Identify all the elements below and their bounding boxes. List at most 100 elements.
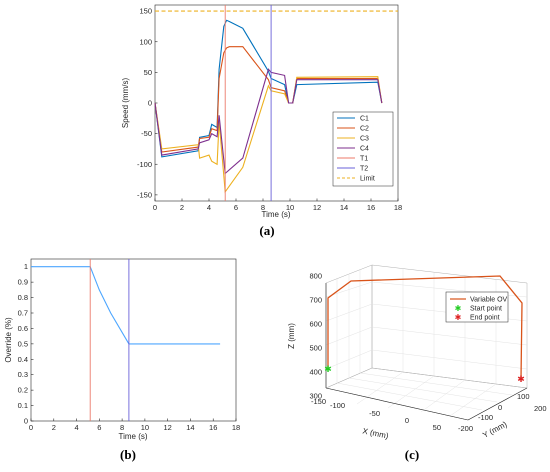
x-tick-label: 12 <box>313 203 321 212</box>
y-tick-label: -150 <box>137 190 152 199</box>
y-tick-label: 1 <box>24 262 28 271</box>
override-xlabel: Time (s) <box>118 432 147 441</box>
y-tick-label: 0.9 <box>18 278 28 287</box>
x-tick-label: 2 <box>52 423 56 432</box>
x-tick-label: 10 <box>286 203 294 212</box>
legend-entry-c4: C4 <box>360 146 369 153</box>
legend-entry-c1: C1 <box>360 116 369 123</box>
z-tick-label: 700 <box>309 296 322 305</box>
x-axis-line <box>325 387 469 421</box>
x-tick-label: -50 <box>369 409 380 418</box>
override-ticks: 0 2 4 6 8 10 12 14 16 18 1 0.9 0.8 0.7 0.6 0.5 0.4 0.3 0.2… <box>18 262 241 432</box>
x-tick-label: 2 <box>180 203 184 212</box>
y-tick-label: 0.4 <box>18 355 28 364</box>
x-tick-label: 8 <box>261 203 265 212</box>
y-tick-label: -100 <box>137 160 152 169</box>
x-tick-label: 10 <box>141 423 149 432</box>
x-tick-label: 14 <box>186 423 194 432</box>
speed-ylabel: Speed (mm/s) <box>121 78 130 129</box>
y-tick-label: 0 <box>498 403 502 412</box>
speed-series <box>154 5 398 201</box>
y-tick-label: -200 <box>458 424 473 433</box>
y-tick-label: 150 <box>139 7 152 16</box>
legend-entry-c2: C2 <box>360 126 369 133</box>
x-axis-label: X (mm) <box>362 426 390 440</box>
override-ylabel: Override (%) <box>4 317 13 363</box>
legend-entry-limit: Limit <box>360 176 375 183</box>
override-series <box>31 259 221 421</box>
z-axis-label: Z (mm) <box>287 323 296 349</box>
x-tick-label: 6 <box>97 423 101 432</box>
floor <box>325 367 528 421</box>
legend-entry-t2: T2 <box>360 166 368 173</box>
z-tick-label: 500 <box>309 344 322 353</box>
start-point-marker: ✱ <box>324 364 332 374</box>
trajectory-ticks: 300 400 500 600 700 800 -150 -100 -50 0 50 -200 -100… <box>309 272 546 434</box>
x-tick-label: 16 <box>367 203 375 212</box>
y-tick-label: -100 <box>478 413 493 422</box>
x-tick-label: 16 <box>209 423 217 432</box>
variable-ov-path <box>327 275 523 380</box>
y-tick-label: -50 <box>141 129 152 138</box>
y-tick-label: 100 <box>517 392 530 401</box>
speed-legend-box <box>332 111 394 187</box>
y-tick-label: 0.3 <box>18 370 28 379</box>
x-tick-label: 50 <box>433 423 441 432</box>
trajectory-3d-chart: 300 400 500 600 700 800 -150 -100 -50 0 50 -200 -100… <box>287 264 547 441</box>
trajectory-legend: Variable OV ✱ Start point ✱ End point <box>445 291 509 323</box>
legend-entry: End point <box>470 315 500 322</box>
y-axis-line <box>467 387 528 421</box>
y-tick-label: 0 <box>148 99 152 108</box>
y-tick-label: 0.6 <box>18 324 28 333</box>
x-tick-label: 0 <box>405 416 409 425</box>
speed-ticks: 0 2 4 6 8 10 12 14 16 18 150 100 50 0 -50 -100 -150 <box>137 7 402 212</box>
x-tick-label: 0 <box>29 423 33 432</box>
y-tick-label: 50 <box>144 68 152 77</box>
x-tick-label: -100 <box>330 401 345 410</box>
y-axis-label: Y (mm) <box>481 420 509 440</box>
x-tick-label: -150 <box>311 397 326 406</box>
x-tick-label: 8 <box>120 423 124 432</box>
override-plot-area <box>30 258 237 422</box>
z-tick-label: 600 <box>309 320 322 329</box>
x-tick-label: 18 <box>232 423 240 432</box>
y-tick-label: 100 <box>139 37 152 46</box>
caption-c: (c) <box>405 447 419 462</box>
x-tick-label: 6 <box>234 203 238 212</box>
series-c4 <box>154 68 383 175</box>
z-tick-label: 300 <box>309 392 322 401</box>
series-line-0 <box>31 266 221 345</box>
speed-chart: 0 2 4 6 8 10 12 14 16 18 150 100 50 0 -50 -100 -150 Time… <box>121 4 402 219</box>
y-tick-label: 0.1 <box>18 401 28 410</box>
legend-entry-c3: C3 <box>360 136 369 143</box>
y-tick-label: 0 <box>24 417 28 426</box>
z-tick-label: 400 <box>309 368 322 377</box>
y-tick-label: 200 <box>534 404 547 413</box>
x-tick-label: 12 <box>163 423 171 432</box>
caption-a: (a) <box>259 223 274 238</box>
x-tick-label: 18 <box>394 203 402 212</box>
y-tick-label: 0.7 <box>18 309 28 318</box>
z-tick-label: 800 <box>309 272 322 281</box>
x-tick-label: 0 <box>153 203 157 212</box>
legend-marker: ✱ <box>455 313 462 322</box>
grid-3d <box>325 269 528 417</box>
y-tick-label: 0.5 <box>18 339 28 348</box>
speed-legend: C1 C2 C3 C4 T1 T2 Limit <box>332 111 394 187</box>
trajectory-legend-box <box>445 291 509 323</box>
x-tick-label: 14 <box>340 203 348 212</box>
speed-xlabel: Time (s) <box>261 210 290 219</box>
legend-entry: Start point <box>470 306 502 313</box>
override-chart: 0 2 4 6 8 10 12 14 16 18 1 0.9 0.8 0.7 0.6 0.5 0.4 0.3 0.2… <box>4 258 241 441</box>
caption-b: (b) <box>120 447 136 462</box>
x-tick-label: 4 <box>207 203 211 212</box>
y-tick-label: 0.8 <box>18 293 28 302</box>
legend-entry-t1: T1 <box>360 156 368 163</box>
y-tick-label: 0.2 <box>18 386 28 395</box>
legend-marker: ✱ <box>455 304 462 313</box>
legend-entry: Variable OV <box>470 297 508 304</box>
end-point-marker: ✱ <box>517 374 525 384</box>
back-wall-right <box>371 264 528 389</box>
x-tick-label: 4 <box>74 423 78 432</box>
